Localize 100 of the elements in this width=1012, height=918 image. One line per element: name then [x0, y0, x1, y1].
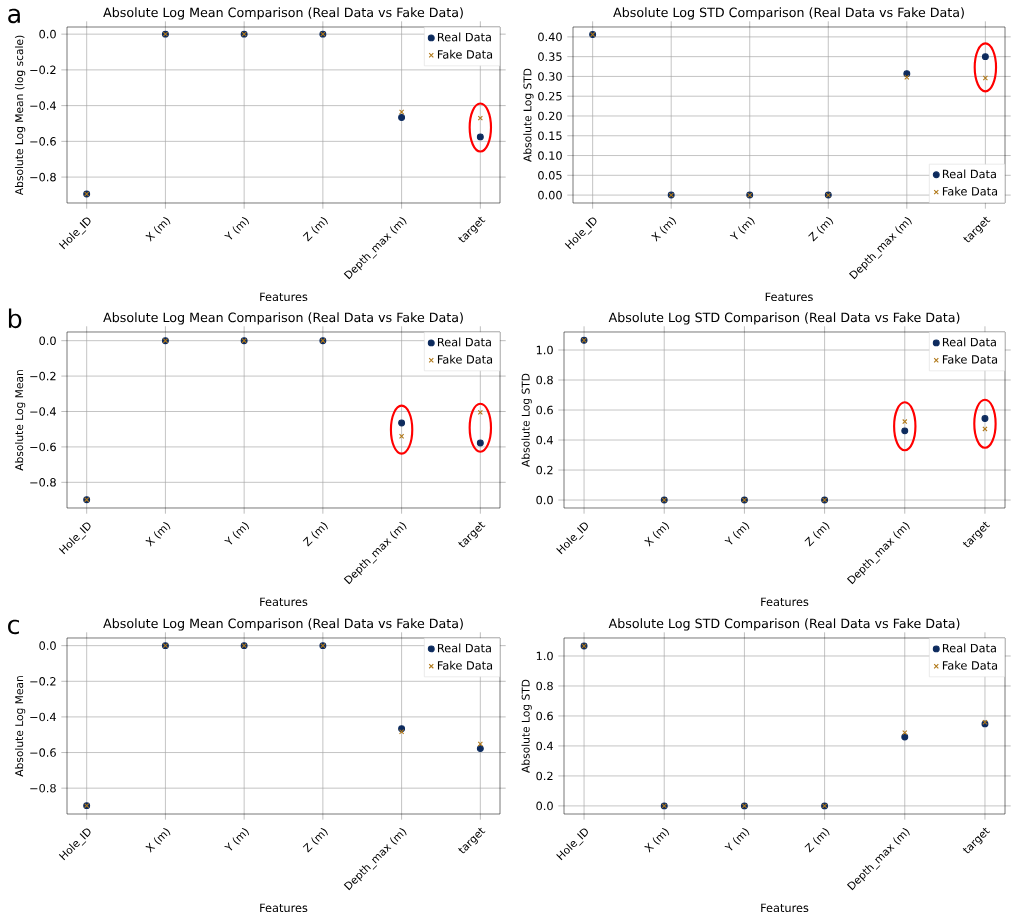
y-tick-label: 0.0 — [39, 336, 56, 345]
x-tick-label: X (m) — [145, 828, 171, 853]
y-axis-title: Absolute Log Mean (log scale) — [14, 35, 26, 196]
chart-title: Absolute Log STD Comparison (Real Data vs Fake Data) — [613, 7, 964, 20]
point — [398, 729, 405, 735]
y-tick-label: −0.4 — [30, 407, 56, 416]
point — [398, 113, 406, 121]
legend-label: Fake Data — [942, 354, 998, 364]
point — [398, 433, 405, 439]
y-tick-label: −0.8 — [30, 478, 56, 487]
legend-label: Fake Data — [437, 49, 493, 59]
chart-title: Absolute Log Mean Comparison (Real Data vs Fake Data) — [103, 618, 463, 631]
text: a — [8, 8, 20, 24]
chart-title: Absolute Log Mean Comparison (Real Data vs Fake Data) — [103, 7, 463, 20]
point — [982, 75, 988, 81]
x-tick-label: Y (m) — [724, 828, 750, 851]
y-tick-label: 0.35 — [538, 52, 562, 61]
y-tick-label: 1.0 — [536, 651, 553, 661]
y-tick-label: 1.0 — [536, 345, 553, 355]
point — [982, 426, 988, 432]
point — [476, 439, 484, 447]
y-tick-label: 0.30 — [538, 72, 562, 81]
point — [901, 427, 909, 435]
x-tick-label: Z (m) — [302, 217, 328, 242]
y-tick-label: 0.00 — [538, 190, 562, 200]
legend-label: Fake Data — [437, 660, 493, 670]
point — [398, 109, 405, 115]
x-tick-label: Z (m) — [302, 828, 328, 853]
y-tick-label: −0.6 — [30, 748, 56, 757]
x-tick-label: X (m) — [145, 522, 171, 547]
y-axis-title: Absolute Log STD — [523, 68, 534, 162]
x-tick-label: Z (m) — [302, 522, 328, 547]
y-tick-label: 0.0 — [536, 495, 553, 505]
y-tick-label: −0.6 — [30, 442, 56, 452]
y-tick-label: 0.2 — [536, 771, 553, 781]
y-tick-label: 0.05 — [538, 171, 562, 180]
x-tick-label: Y (m) — [224, 828, 250, 851]
y-tick-label: 0.25 — [538, 91, 562, 101]
y-tick-label: −0.4 — [30, 101, 56, 110]
x-axis-title: Features — [765, 292, 813, 302]
legend-label: Fake Data — [942, 186, 998, 196]
point — [902, 418, 908, 425]
x-tick-label: Y (m) — [224, 217, 250, 240]
y-tick-label: 0.6 — [536, 405, 553, 415]
y-tick-label: −0.2 — [30, 677, 56, 686]
y-axis-title: Absolute Log Mean — [14, 676, 26, 777]
y-axis-title: Absolute Log STD — [521, 679, 532, 773]
y-tick-label: −0.2 — [30, 65, 56, 75]
point — [981, 53, 989, 61]
y-tick-label: −0.8 — [30, 783, 56, 793]
y-tick-label: 0.20 — [538, 111, 562, 121]
chart-title: Absolute Log Mean Comparison (Real Data vs Fake Data) — [103, 312, 463, 325]
legend-label: Real Data — [437, 643, 491, 653]
point — [398, 419, 406, 427]
legend-label: Real Data — [437, 32, 491, 42]
x-tick-label: X (m) — [145, 217, 171, 242]
x-axis-title: Features — [260, 292, 308, 302]
x-axis-title: Features — [260, 903, 308, 913]
legend-label: Real Data — [942, 643, 996, 653]
x-axis-title: Features — [260, 597, 308, 607]
x-tick-label: Y (m) — [224, 522, 250, 545]
y-tick-label: 0.10 — [538, 151, 562, 160]
point — [901, 733, 909, 741]
legend-label: Real Data — [942, 337, 996, 347]
y-axis-title: Absolute Log Mean — [14, 370, 26, 471]
y-tick-label: 0.15 — [538, 131, 562, 141]
y-tick-label: 0.4 — [536, 741, 553, 751]
point — [476, 745, 484, 753]
x-tick-label: X (m) — [644, 828, 670, 853]
x-tick-label: X (m) — [644, 522, 670, 547]
y-axis-title: Absolute Log STD — [521, 373, 532, 467]
y-tick-label: 0.8 — [536, 681, 553, 691]
x-axis-title: Features — [761, 903, 809, 913]
y-tick-label: 0.2 — [536, 465, 553, 475]
x-tick-label: Z (m) — [804, 828, 830, 853]
legend-label: Fake Data — [942, 660, 998, 670]
x-tick-label: Z (m) — [804, 522, 830, 547]
x-tick-label: Y (m) — [724, 522, 750, 545]
y-tick-label: −0.6 — [30, 137, 56, 146]
point — [477, 409, 483, 415]
y-tick-label: 0.8 — [536, 375, 553, 385]
chart-title: Absolute Log STD Comparison (Real Data vs Fake Data) — [608, 312, 960, 325]
point — [477, 115, 483, 121]
y-tick-label: 0.0 — [39, 641, 56, 650]
point — [981, 415, 989, 423]
y-tick-label: −0.4 — [30, 712, 56, 722]
legend-label: Real Data — [942, 169, 996, 179]
y-tick-label: −0.2 — [30, 371, 56, 381]
y-tick-label: 0.6 — [536, 711, 553, 721]
y-tick-label: −0.8 — [30, 172, 56, 182]
y-tick-label: 0.40 — [538, 32, 562, 42]
x-tick-label: Z (m) — [808, 217, 834, 242]
point — [477, 741, 483, 747]
y-tick-label: 0.0 — [536, 801, 553, 811]
x-tick-label: Y (m) — [729, 217, 755, 240]
text: c — [8, 619, 20, 635]
x-tick-label: X (m) — [651, 217, 677, 242]
x-axis-title: Features — [761, 597, 809, 607]
text: b — [8, 308, 22, 329]
y-tick-label: 0.4 — [536, 435, 553, 445]
